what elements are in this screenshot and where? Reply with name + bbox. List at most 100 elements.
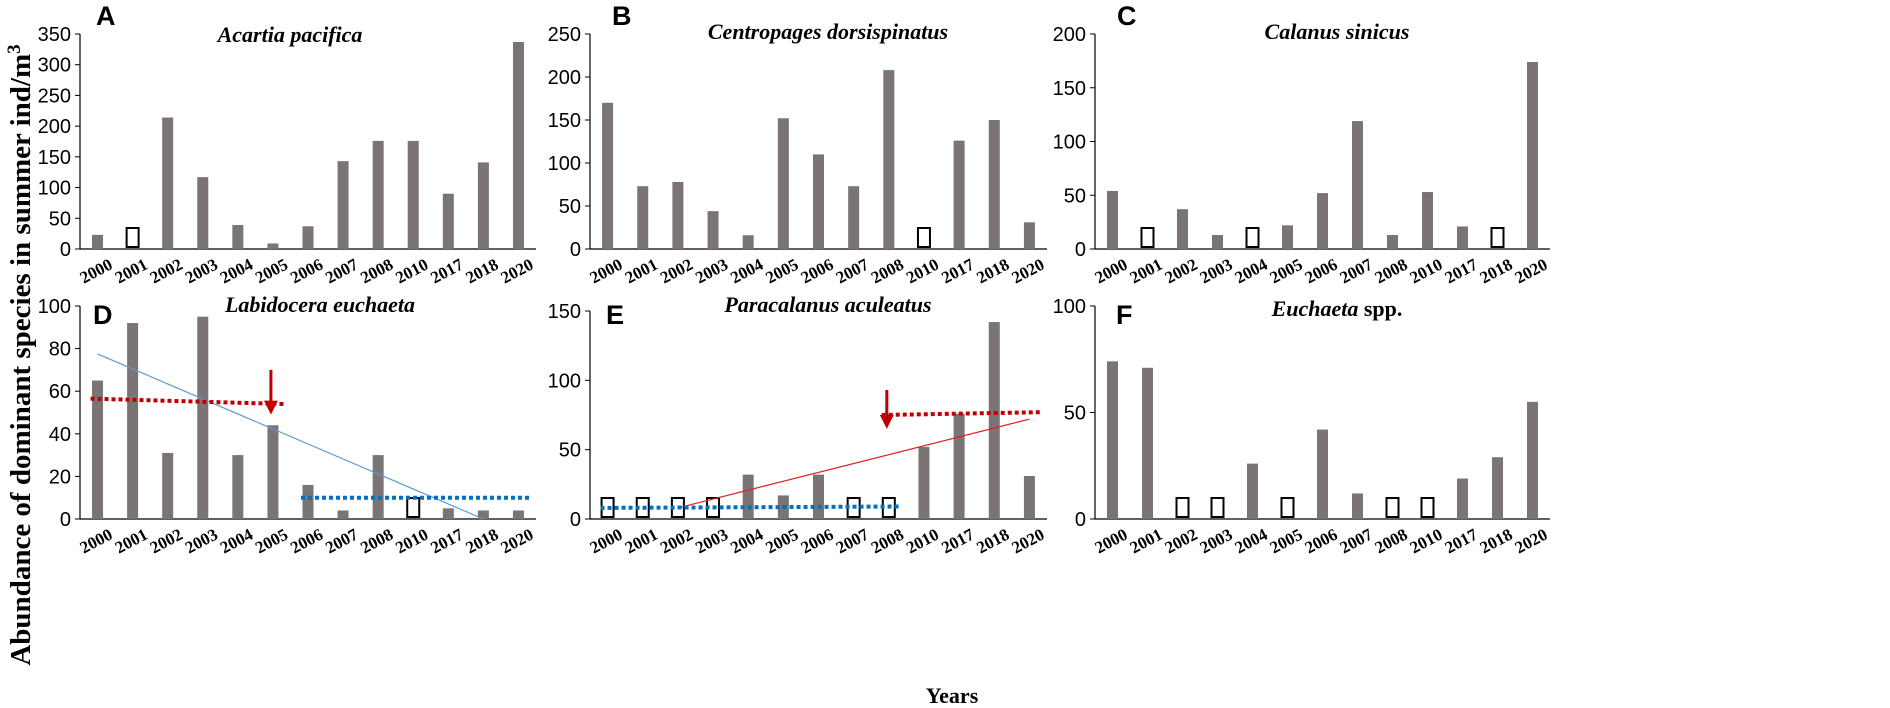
x-tick-label: 2006 xyxy=(798,255,837,288)
bar xyxy=(1352,493,1363,519)
x-tick-label: 2004 xyxy=(1232,254,1271,287)
panel-label: B xyxy=(612,1,632,31)
bar xyxy=(372,140,384,249)
x-tick-label: 2008 xyxy=(1372,525,1411,558)
x-tick-label: 2008 xyxy=(1372,255,1411,288)
x-tick-label: 2018 xyxy=(1477,525,1516,558)
no-data-marker xyxy=(1245,227,1260,248)
x-tick-label: 2005 xyxy=(252,525,291,558)
x-tick-label: 2007 xyxy=(1337,524,1376,557)
bar xyxy=(1177,209,1188,249)
y-tick-label: 100 xyxy=(548,370,581,392)
bar xyxy=(407,140,419,249)
bar xyxy=(442,508,454,519)
no-data-marker xyxy=(1490,227,1505,248)
y-axis-label-sup: 3 xyxy=(4,44,25,54)
no-data-marker xyxy=(1140,227,1155,248)
y-tick-label: 300 xyxy=(38,55,71,77)
x-tick-label: 2002 xyxy=(1162,525,1201,558)
x-tick-label: 2003 xyxy=(1197,255,1236,288)
bar xyxy=(162,452,174,519)
panel-c: 0 50 100 150 200 2000200120022003200420052006… xyxy=(1053,1,1551,287)
no-data-marker xyxy=(1280,497,1295,518)
no-data-marker xyxy=(1420,497,1435,518)
bar xyxy=(1457,478,1468,519)
x-tick-label: 2020 xyxy=(1009,525,1048,558)
x-axis-label: Years xyxy=(926,683,979,708)
bar xyxy=(1212,235,1223,249)
panel-title: Centropages dorsispinatus xyxy=(708,19,948,44)
x-tick-label: 2004 xyxy=(727,524,766,557)
x-tick-label: 2004 xyxy=(1232,524,1271,557)
bar xyxy=(637,186,649,249)
y-axis-label-text: Abundance of dominant species in summer … xyxy=(5,54,37,666)
x-tick-label: 2007 xyxy=(322,254,361,287)
x-tick-label: 2020 xyxy=(1512,255,1551,288)
bar xyxy=(953,413,965,519)
panel-f: 0501002000200120022003200420052006200720… xyxy=(1053,296,1551,557)
y-tick-label: 60 xyxy=(49,381,71,403)
x-tick-label: 2010 xyxy=(1407,525,1446,558)
x-tick-label: 2018 xyxy=(463,255,502,288)
y-tick-label: 200 xyxy=(38,116,71,138)
x-tick-label: 2010 xyxy=(903,255,942,288)
panel-e: 0501001502000200120022003200420052006200… xyxy=(548,292,1048,557)
y-tick-label: 100 xyxy=(1053,132,1086,154)
no-data-marker xyxy=(1210,497,1225,518)
bar xyxy=(512,510,524,519)
x-tick-label: 2001 xyxy=(622,255,661,288)
x-tick-label: 2006 xyxy=(798,525,837,558)
panel-label: E xyxy=(606,300,624,330)
no-data-marker xyxy=(125,227,140,248)
panel-title-species: Calanus sinicus xyxy=(1265,19,1410,44)
y-tick-label: 0 xyxy=(60,239,71,261)
panel-title-species: Acartia pacifica xyxy=(216,22,363,47)
bar xyxy=(302,484,314,519)
x-tick-label: 2018 xyxy=(1477,255,1516,288)
bar xyxy=(337,510,349,519)
bar xyxy=(672,181,684,249)
bar xyxy=(232,455,244,519)
x-tick-label: 2017 xyxy=(1442,524,1481,557)
bar xyxy=(1317,429,1328,519)
x-tick-label: 2003 xyxy=(182,525,221,558)
no-data-marker xyxy=(406,497,421,518)
y-tick-label: 100 xyxy=(548,153,581,175)
panel-d: 0 20 40 60 80 100 2000200120022003200420052006… xyxy=(38,292,537,557)
bar xyxy=(602,102,614,249)
x-tick-label: 2020 xyxy=(498,525,537,558)
y-tick-label: 40 xyxy=(49,424,71,446)
y-tick-label: 250 xyxy=(548,24,581,46)
y-tick-label: 50 xyxy=(1064,403,1086,425)
y-tick-label: 50 xyxy=(1064,185,1086,207)
bar xyxy=(267,425,279,519)
panel-title: Acartia pacifica xyxy=(216,22,363,47)
bar xyxy=(442,193,454,249)
y-tick-label: 150 xyxy=(38,147,71,169)
x-tick-label: 2004 xyxy=(217,524,256,557)
panel-label: D xyxy=(93,300,113,330)
x-tick-label: 2000 xyxy=(77,255,116,288)
bar xyxy=(1352,121,1363,249)
x-tick-label: 2004 xyxy=(217,254,256,287)
x-tick-label: 2017 xyxy=(1442,254,1481,287)
bar xyxy=(162,117,174,250)
y-tick-label: 0 xyxy=(1075,509,1086,531)
panel-title: Labidocera euchaeta xyxy=(224,292,415,317)
y-tick-label: 150 xyxy=(548,301,581,323)
bar xyxy=(1457,226,1468,249)
x-tick-label: 2001 xyxy=(622,525,661,558)
panel-title-suffix: spp. xyxy=(1358,296,1402,321)
bar xyxy=(92,380,104,519)
panel-title-species: Paracalanus aculeatus xyxy=(723,292,931,317)
x-tick-label: 2010 xyxy=(1407,255,1446,288)
x-tick-label: 2017 xyxy=(938,524,977,557)
linear-trend-line xyxy=(677,418,1030,509)
no-data-marker xyxy=(1175,497,1190,518)
y-tick-label: 50 xyxy=(559,196,581,218)
bar xyxy=(988,322,1000,519)
bar xyxy=(883,70,895,250)
x-tick-label: 2008 xyxy=(868,525,907,558)
x-tick-label: 2000 xyxy=(587,255,626,288)
